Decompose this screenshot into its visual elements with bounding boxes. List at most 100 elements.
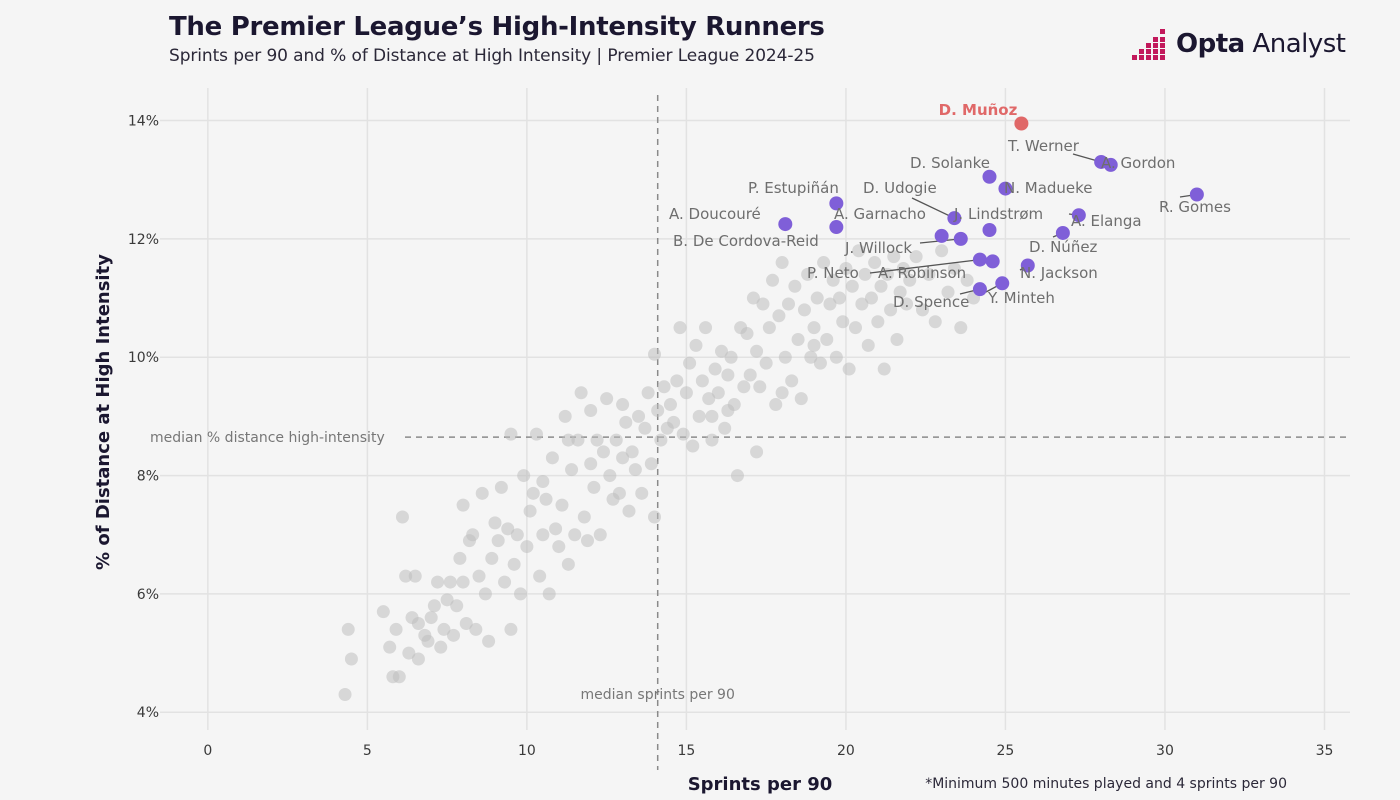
other-player-point (450, 599, 464, 613)
other-player-point (785, 374, 799, 388)
other-player-point (411, 616, 425, 630)
other-player-point (517, 469, 531, 483)
other-player-point (638, 421, 652, 435)
other-player-point (887, 250, 901, 264)
other-player-point (711, 386, 725, 400)
other-player-point (762, 321, 776, 335)
other-player-point (561, 433, 575, 447)
other-player-point (431, 575, 445, 589)
other-player-point (507, 557, 521, 571)
other-player-point (781, 297, 795, 311)
other-player-point (472, 569, 486, 583)
other-player-point (705, 433, 719, 447)
other-player-point (813, 356, 827, 370)
other-player-point (775, 386, 789, 400)
other-player-point (389, 622, 403, 636)
highlighted-player-point (982, 169, 997, 184)
other-player-point (839, 261, 853, 275)
other-player-point (721, 368, 735, 382)
other-player-point (392, 670, 406, 684)
other-player-point (466, 528, 480, 542)
other-player-point (810, 291, 824, 305)
other-player-point (603, 469, 617, 483)
other-player-point (826, 273, 840, 287)
other-player-point (440, 593, 454, 607)
other-player-point (644, 457, 658, 471)
other-player-point (743, 368, 757, 382)
other-player-point (421, 634, 435, 648)
other-player-point (772, 309, 786, 323)
other-player-point (555, 498, 569, 512)
player-label: Y. Minteh (987, 289, 1055, 307)
other-player-point (663, 398, 677, 412)
player-label: A. Gordon (1101, 154, 1175, 172)
player-label: R. Gomes (1159, 198, 1231, 216)
other-player-point (724, 350, 738, 364)
other-player-point (561, 557, 575, 571)
other-player-point (590, 433, 604, 447)
highlighted-player-point (1020, 258, 1035, 273)
other-player-point (740, 327, 754, 341)
other-player-point (408, 569, 422, 583)
other-player-point (657, 380, 671, 394)
other-player-point (501, 522, 515, 536)
other-player-point (960, 273, 974, 287)
other-player-point (632, 409, 646, 423)
highlighted-player-point (953, 231, 968, 246)
other-player-point (823, 297, 837, 311)
other-player-point (746, 291, 760, 305)
other-player-point (648, 347, 662, 361)
other-player-point (836, 315, 850, 329)
highlighted-player-point (1055, 225, 1070, 240)
top-player-label: D. Muñoz (939, 101, 1018, 119)
other-player-point (568, 528, 582, 542)
highlighted-player-point (982, 223, 997, 238)
other-player-point (504, 622, 518, 636)
other-player-point (434, 640, 448, 654)
other-player-point (469, 622, 483, 636)
other-player-point (612, 486, 626, 500)
y-tick-label: 4% (137, 705, 159, 721)
other-player-point (947, 261, 961, 275)
player-label: A. Robinson (878, 264, 966, 282)
highlighted-player-point (829, 220, 844, 235)
other-player-point (679, 386, 693, 400)
leader-line (911, 197, 955, 219)
x-tick-label: 10 (518, 743, 536, 759)
other-player-point (571, 433, 585, 447)
grid-lines (160, 88, 1350, 730)
highlighted-player-point (947, 211, 962, 226)
player-labels: T. Werner A. Gordon R. Gomes D. Solanke N. M… (669, 101, 1231, 311)
other-player-point (383, 640, 397, 654)
other-player-point (670, 374, 684, 388)
other-player-point (577, 510, 591, 524)
x-axis-title: Sprints per 90 (688, 774, 833, 795)
other-player-point (797, 303, 811, 317)
other-player-point (453, 551, 467, 565)
other-player-point (858, 267, 872, 281)
other-player-point (402, 646, 416, 660)
other-player-point (478, 587, 492, 601)
other-player-point (587, 480, 601, 494)
other-player-point (494, 480, 508, 494)
other-player-point (864, 291, 878, 305)
x-tick-label: 35 (1316, 743, 1334, 759)
other-player-point (565, 463, 579, 477)
other-player-point (721, 403, 735, 417)
x-tick-label: 20 (837, 743, 855, 759)
other-player-point (424, 611, 438, 625)
other-player-point (775, 256, 789, 270)
other-player-point (842, 362, 856, 376)
other-player-point (456, 498, 470, 512)
other-player-point (788, 279, 802, 293)
other-player-point (437, 622, 451, 636)
other-player-point (491, 534, 505, 548)
player-label: D. Núñez (1029, 238, 1098, 256)
other-player-point (903, 273, 917, 287)
player-label: B. De Cordova-Reid (673, 232, 819, 250)
other-player-point (935, 244, 949, 258)
leader-line (869, 258, 980, 274)
player-label: D. Udogie (863, 179, 937, 197)
other-player-point (514, 587, 528, 601)
